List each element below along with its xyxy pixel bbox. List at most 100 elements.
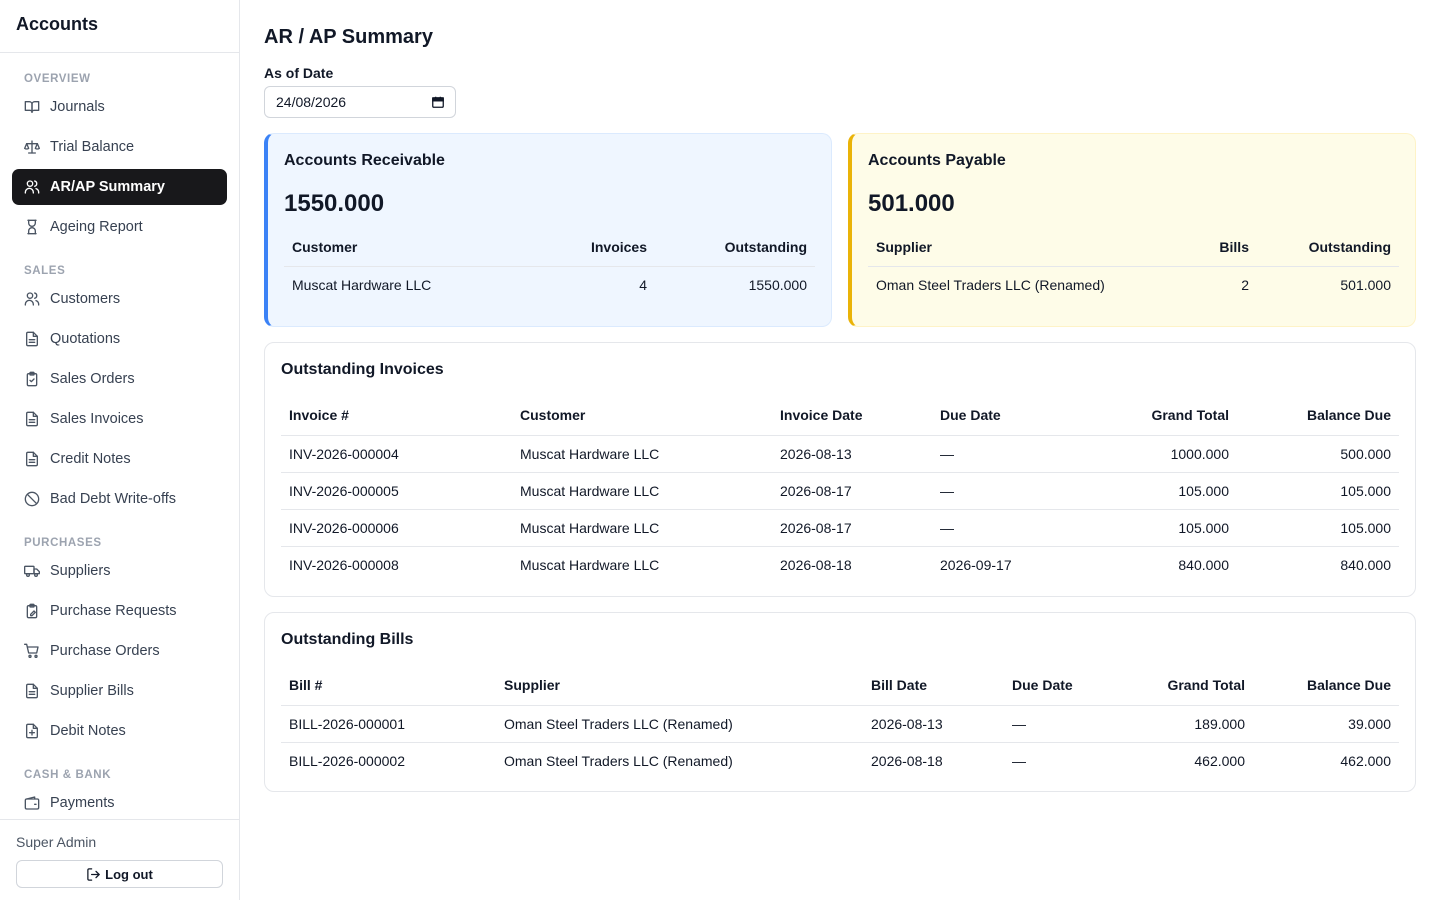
column-header: Outstanding (655, 239, 815, 267)
table-cell: — (932, 472, 1082, 510)
column-header: Grand Total (1082, 407, 1237, 436)
column-header: Supplier (496, 676, 863, 706)
table-row[interactable]: BILL-2026-000001 Oman Steel Traders LLC (… (281, 705, 1399, 743)
sidebar-item-ar-ap-summary[interactable]: AR/AP Summary (12, 169, 227, 205)
table-cell: 1000.000 (1082, 435, 1237, 473)
column-header: Bill # (281, 676, 496, 706)
sidebar-item-quotations[interactable]: Quotations (12, 321, 227, 357)
accounts-receivable-title: Accounts Receivable (284, 152, 445, 169)
column-header: Supplier (868, 239, 1177, 267)
file-text-icon (24, 411, 40, 427)
table-cell: 189.000 (1144, 705, 1253, 743)
accounts-payable-card: Accounts Payable 501.000 Supplier Bills … (848, 133, 1416, 327)
nav-section-label: OVERVIEW (24, 73, 91, 85)
column-header: Customer (284, 239, 545, 267)
accounts-payable-title: Accounts Payable (868, 152, 1006, 169)
truck-icon (24, 563, 40, 579)
nav-gap (12, 753, 227, 761)
sidebar-item-credit-notes[interactable]: Credit Notes (12, 441, 227, 477)
table-cell: 39.000 (1253, 705, 1399, 743)
outstanding-bills-table: Bill # Supplier Bill Date Due Date Grand Tot… (281, 676, 1399, 780)
table-row: Muscat Hardware LLC 4 1550.000 (284, 267, 815, 304)
payable-table: Supplier Bills Outstanding Oman Steel Tr… (868, 239, 1399, 303)
table-cell: INV-2026-000008 (289, 557, 399, 574)
sidebar-item-purchase-orders[interactable]: Purchase Orders (12, 633, 227, 669)
wallet-icon (24, 795, 40, 811)
column-header: Due Date (1004, 676, 1144, 706)
users-icon (24, 291, 40, 307)
as-of-date-value: 24/08/2026 (276, 94, 347, 110)
nav-gap (12, 521, 227, 529)
receivable-table: Customer Invoices Outstanding Muscat Har… (284, 239, 815, 303)
table-cell: 105.000 (1082, 509, 1237, 547)
table-cell: — (1012, 752, 1026, 769)
sidebar-item-ageing-report[interactable]: Ageing Report (12, 209, 227, 245)
sidebar-item-label: Supplier Bills (50, 683, 134, 699)
sidebar-item-label: Suppliers (50, 563, 111, 579)
book-open-icon (24, 99, 40, 115)
summary-row: Accounts Receivable 1550.000 Customer In… (264, 133, 1416, 327)
outstanding-invoices-table: Invoice # Customer Invoice Date Due Date Gra… (281, 407, 1399, 584)
sidebar-header: Accounts (0, 0, 239, 53)
sidebar-item-label: Journals (50, 99, 105, 115)
table-row[interactable]: INV-2026-000008 Muscat Hardware LLC 2026-0… (281, 547, 1399, 584)
invoice-count-cell: 4 (639, 277, 647, 293)
table-cell: 2026-09-17 (940, 557, 1012, 574)
sidebar-item-supplier-bills[interactable]: Supplier Bills (12, 673, 227, 709)
file-plus-icon (24, 723, 40, 739)
sidebar-item-purchase-requests[interactable]: Purchase Requests (12, 593, 227, 629)
outstanding-cell: 501.000 (1340, 277, 1391, 293)
sidebar-item-label: Customers (50, 291, 121, 307)
column-header: Customer (512, 407, 772, 436)
sidebar-item-journals[interactable]: Journals (12, 89, 227, 125)
sidebar-item-label: Trial Balance (50, 139, 135, 155)
sidebar-item-debit-notes[interactable]: Debit Notes (12, 713, 227, 749)
sidebar-item-label: Purchase Orders (50, 643, 160, 659)
user-name: Super Admin (16, 834, 97, 850)
column-header: Bills (1177, 239, 1257, 267)
scale-icon (24, 139, 40, 155)
clipboard-check-icon (24, 371, 40, 387)
table-row[interactable]: INV-2026-000006 Muscat Hardware LLC 2026-0… (281, 509, 1399, 547)
table-cell: 840.000 (1340, 557, 1391, 574)
sidebar-item-suppliers[interactable]: Suppliers (12, 553, 227, 589)
table-cell: 2026-08-18 (780, 557, 852, 574)
table-row[interactable]: BILL-2026-000002 Oman Steel Traders LLC (… (281, 742, 1399, 779)
outstanding-invoices-title: Outstanding Invoices (281, 361, 444, 378)
file-text-icon (24, 451, 40, 467)
table-cell: Muscat Hardware LLC (512, 472, 772, 510)
logout-label: Log out (105, 866, 153, 882)
calendar-icon[interactable] (431, 95, 445, 109)
sidebar-item-trial-balance[interactable]: Trial Balance (12, 129, 227, 165)
table-row[interactable]: INV-2026-000005 Muscat Hardware LLC 2026-0… (281, 472, 1399, 510)
column-header: Due Date (932, 407, 1082, 436)
logout-button[interactable]: Log out (16, 860, 223, 888)
table-cell: 462.000 (1194, 752, 1245, 769)
table-cell: INV-2026-000005 (281, 472, 512, 510)
log-out-icon (87, 867, 100, 881)
sidebar-item-sales-invoices[interactable]: Sales Invoices (12, 401, 227, 437)
sidebar-item-label: Quotations (50, 331, 121, 347)
table-cell: 500.000 (1237, 435, 1399, 473)
column-header: Invoice Date (772, 407, 932, 436)
sidebar-item-sales-orders[interactable]: Sales Orders (12, 361, 227, 397)
table-cell: 2026-08-13 (772, 435, 932, 473)
sidebar-item-payments[interactable]: Payments (12, 785, 227, 819)
outstanding-cell: 1550.000 (748, 277, 807, 293)
table-cell: 105.000 (1082, 472, 1237, 510)
as-of-date-input[interactable]: 24/08/2026 (264, 86, 456, 118)
table-row[interactable]: INV-2026-000004 Muscat Hardware LLC 2026-0… (281, 435, 1399, 473)
table-cell: Muscat Hardware LLC (512, 435, 772, 473)
sidebar-item-customers[interactable]: Customers (12, 281, 227, 317)
file-text-icon (24, 683, 40, 699)
column-header: Balance Due (1237, 407, 1399, 436)
file-text-icon (24, 331, 40, 347)
sidebar-item-bad-debt-write-offs[interactable]: Bad Debt Write-offs (12, 481, 227, 517)
sidebar-item-label: AR/AP Summary (50, 179, 165, 195)
table-cell: Muscat Hardware LLC (512, 509, 772, 547)
sidebar: Accounts OVERVIEW Journals Trial Balance AR… (0, 0, 240, 900)
nav-gap (12, 249, 227, 257)
table-cell: — (1004, 705, 1144, 743)
customer-cell: Muscat Hardware LLC (292, 277, 432, 293)
table-cell: Oman Steel Traders LLC (Renamed) (496, 705, 863, 743)
